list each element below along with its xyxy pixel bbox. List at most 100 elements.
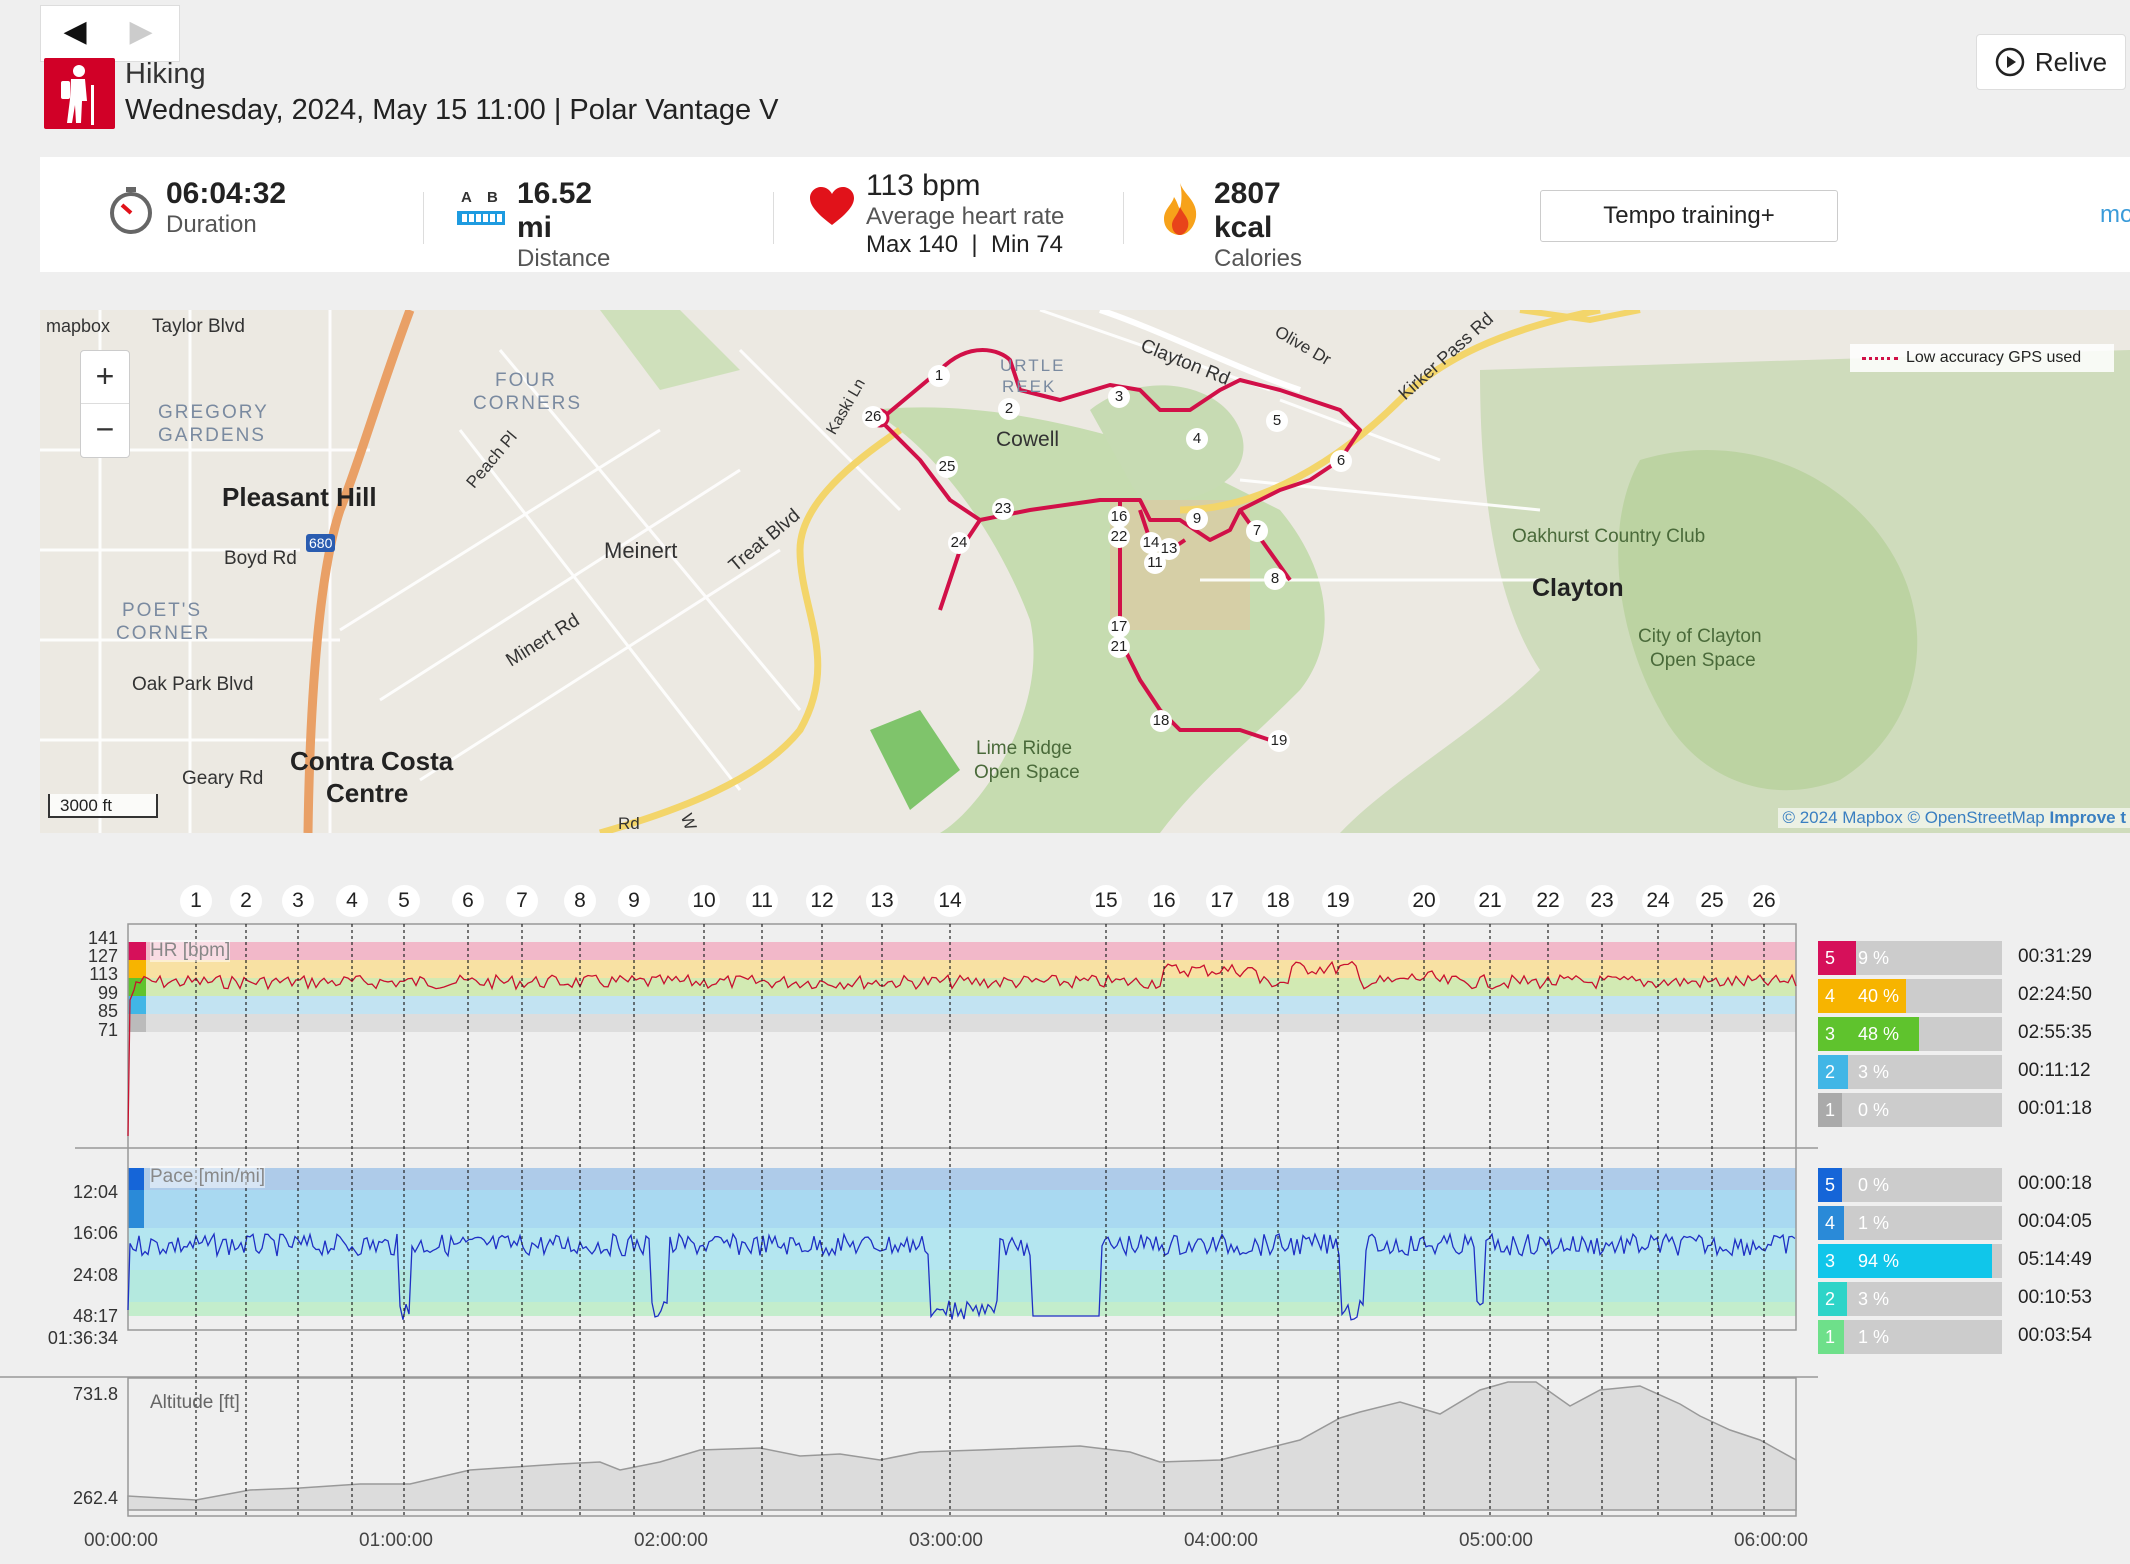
- improve-map-link[interactable]: Improve t: [2049, 808, 2126, 827]
- zone-number: 5: [1818, 1168, 1842, 1202]
- lap-marker[interactable]: 24: [948, 532, 970, 554]
- lap-label[interactable]: 15: [1090, 885, 1122, 917]
- lap-label[interactable]: 24: [1642, 885, 1674, 917]
- map-attribution: © 2024 Mapbox © OpenStreetMap Improve t: [1778, 808, 2130, 828]
- lap-label[interactable]: 14: [934, 885, 966, 917]
- lap-label[interactable]: 11: [746, 885, 778, 917]
- lap-marker[interactable]: 17: [1108, 616, 1130, 638]
- lap-marker[interactable]: 23: [992, 498, 1014, 520]
- duration-value: 06:04:32: [166, 177, 287, 210]
- lap-label[interactable]: 22: [1532, 885, 1564, 917]
- relive-button[interactable]: Relive: [1976, 34, 2126, 90]
- lap-label[interactable]: 4: [336, 885, 368, 917]
- time-tick: 02:00:00: [634, 1530, 708, 1551]
- pace-tick: 48:17: [72, 1306, 118, 1326]
- more-link[interactable]: mo: [2100, 201, 2130, 228]
- lap-marker[interactable]: 26: [862, 406, 884, 428]
- lap-marker[interactable]: 25: [936, 456, 958, 478]
- lap-label[interactable]: 12: [806, 885, 838, 917]
- lap-marker[interactable]: 7: [1246, 520, 1268, 542]
- lap-label[interactable]: 10: [688, 885, 720, 917]
- pace-tick: 01:36:34: [47, 1328, 118, 1348]
- training-benefit-button[interactable]: Tempo training+: [1540, 190, 1838, 242]
- lap-label[interactable]: 6: [452, 885, 484, 917]
- lap-label[interactable]: 21: [1474, 885, 1506, 917]
- stopwatch-icon: [110, 187, 152, 234]
- lap-label[interactable]: 26: [1748, 885, 1780, 917]
- lap-label[interactable]: 18: [1262, 885, 1294, 917]
- pace-zone-5-bar: 5 0 %: [1818, 1168, 2002, 1202]
- lap-label[interactable]: 1: [180, 885, 212, 917]
- pace-zone-time: 05:14:49: [2018, 1249, 2092, 1270]
- lap-marker[interactable]: 9: [1186, 508, 1208, 530]
- map-label: Open Space: [1650, 650, 1756, 671]
- lap-marker[interactable]: 14: [1140, 532, 1162, 554]
- lap-marker[interactable]: 1: [928, 365, 950, 387]
- zone-percent: 0 %: [1858, 1175, 1890, 1195]
- attribution-text[interactable]: © 2024 Mapbox © OpenStreetMap: [1782, 808, 2045, 827]
- calories-label: Calories: [1214, 245, 1303, 272]
- lap-marker[interactable]: 18: [1150, 710, 1172, 732]
- map-label: CORNERS: [473, 393, 583, 414]
- lap-marker[interactable]: 8: [1264, 568, 1286, 590]
- map-background: [40, 310, 2130, 833]
- map-label: Boyd Rd: [224, 548, 297, 569]
- time-tick: 06:00:00: [1734, 1530, 1808, 1551]
- zone-percent: 94 %: [1858, 1251, 1900, 1271]
- lap-label[interactable]: 20: [1408, 885, 1440, 917]
- lap-label[interactable]: 25: [1696, 885, 1728, 917]
- lap-label[interactable]: 13: [866, 885, 898, 917]
- hr-tick: 99: [97, 983, 118, 1003]
- hr-zone-time: 00:11:12: [2018, 1060, 2091, 1081]
- mapbox-logo[interactable]: mapbox: [46, 316, 111, 336]
- lap-label[interactable]: 23: [1586, 885, 1618, 917]
- hr-tick: 127: [87, 946, 118, 966]
- lap-marker[interactable]: 19: [1268, 730, 1290, 752]
- activity-type: Hiking: [125, 58, 206, 90]
- map-label: URTLE: [1000, 356, 1066, 375]
- lap-label[interactable]: 9: [618, 885, 650, 917]
- lap-marker[interactable]: 22: [1108, 526, 1130, 548]
- lap-marker[interactable]: 3: [1108, 386, 1130, 408]
- map-label: Cowell: [996, 428, 1060, 451]
- hr-zone-time: 00:31:29: [2018, 946, 2092, 967]
- route-map[interactable]: 1 2 3 4 5 6 7 8 9 11 13 14 16 17 18 19 2…: [40, 310, 2130, 833]
- lap-label[interactable]: 8: [564, 885, 596, 917]
- pace-chart-title: Pace [min/mi]: [150, 1166, 266, 1188]
- pace-zone-time: 00:03:54: [2018, 1325, 2092, 1346]
- lap-label[interactable]: 19: [1322, 885, 1354, 917]
- lap-marker[interactable]: 16: [1108, 506, 1130, 528]
- lap-marker[interactable]: 6: [1330, 450, 1352, 472]
- lap-label[interactable]: 3: [282, 885, 314, 917]
- lap-marker[interactable]: 13: [1158, 538, 1180, 560]
- map-label: Oakhurst Country Club: [1512, 526, 1706, 547]
- lap-label[interactable]: 17: [1206, 885, 1238, 917]
- dotted-line-icon: [1862, 356, 1898, 360]
- lap-marker[interactable]: 4: [1186, 428, 1208, 450]
- avg-hr-label: Average heart rate: [866, 203, 1065, 230]
- hr-tick: 141: [87, 928, 118, 948]
- flame-icon: [1164, 183, 1197, 235]
- zone-percent: 3 %: [1858, 1062, 1890, 1082]
- map-label: Clayton: [1532, 574, 1624, 602]
- lap-marker[interactable]: 2: [998, 398, 1020, 420]
- lap-label[interactable]: 7: [506, 885, 538, 917]
- time-tick: 04:00:00: [1184, 1530, 1258, 1551]
- previous-activity-button[interactable]: ◀: [63, 15, 87, 48]
- lap-marker[interactable]: 11: [1144, 552, 1166, 574]
- lap-label[interactable]: 2: [230, 885, 262, 917]
- zoom-in-button[interactable]: +: [81, 351, 129, 404]
- map-label: GARDENS: [158, 425, 266, 446]
- pace-zone-2-bar: 2 3 %: [1818, 1282, 2002, 1316]
- zoom-out-button[interactable]: −: [95, 411, 115, 447]
- charts-canvas[interactable]: [0, 870, 2130, 1564]
- time-tick: 05:00:00: [1459, 1530, 1533, 1551]
- lap-marker[interactable]: 5: [1266, 410, 1288, 432]
- map-label: Open Space: [974, 762, 1080, 783]
- lap-marker[interactable]: 21: [1108, 636, 1130, 658]
- lap-label[interactable]: 5: [388, 885, 420, 917]
- zone-fill: [1842, 1244, 1993, 1278]
- altitude-chart-title: Altitude [ft]: [150, 1392, 240, 1413]
- lap-label[interactable]: 16: [1148, 885, 1180, 917]
- next-activity-button[interactable]: ▶: [129, 15, 153, 48]
